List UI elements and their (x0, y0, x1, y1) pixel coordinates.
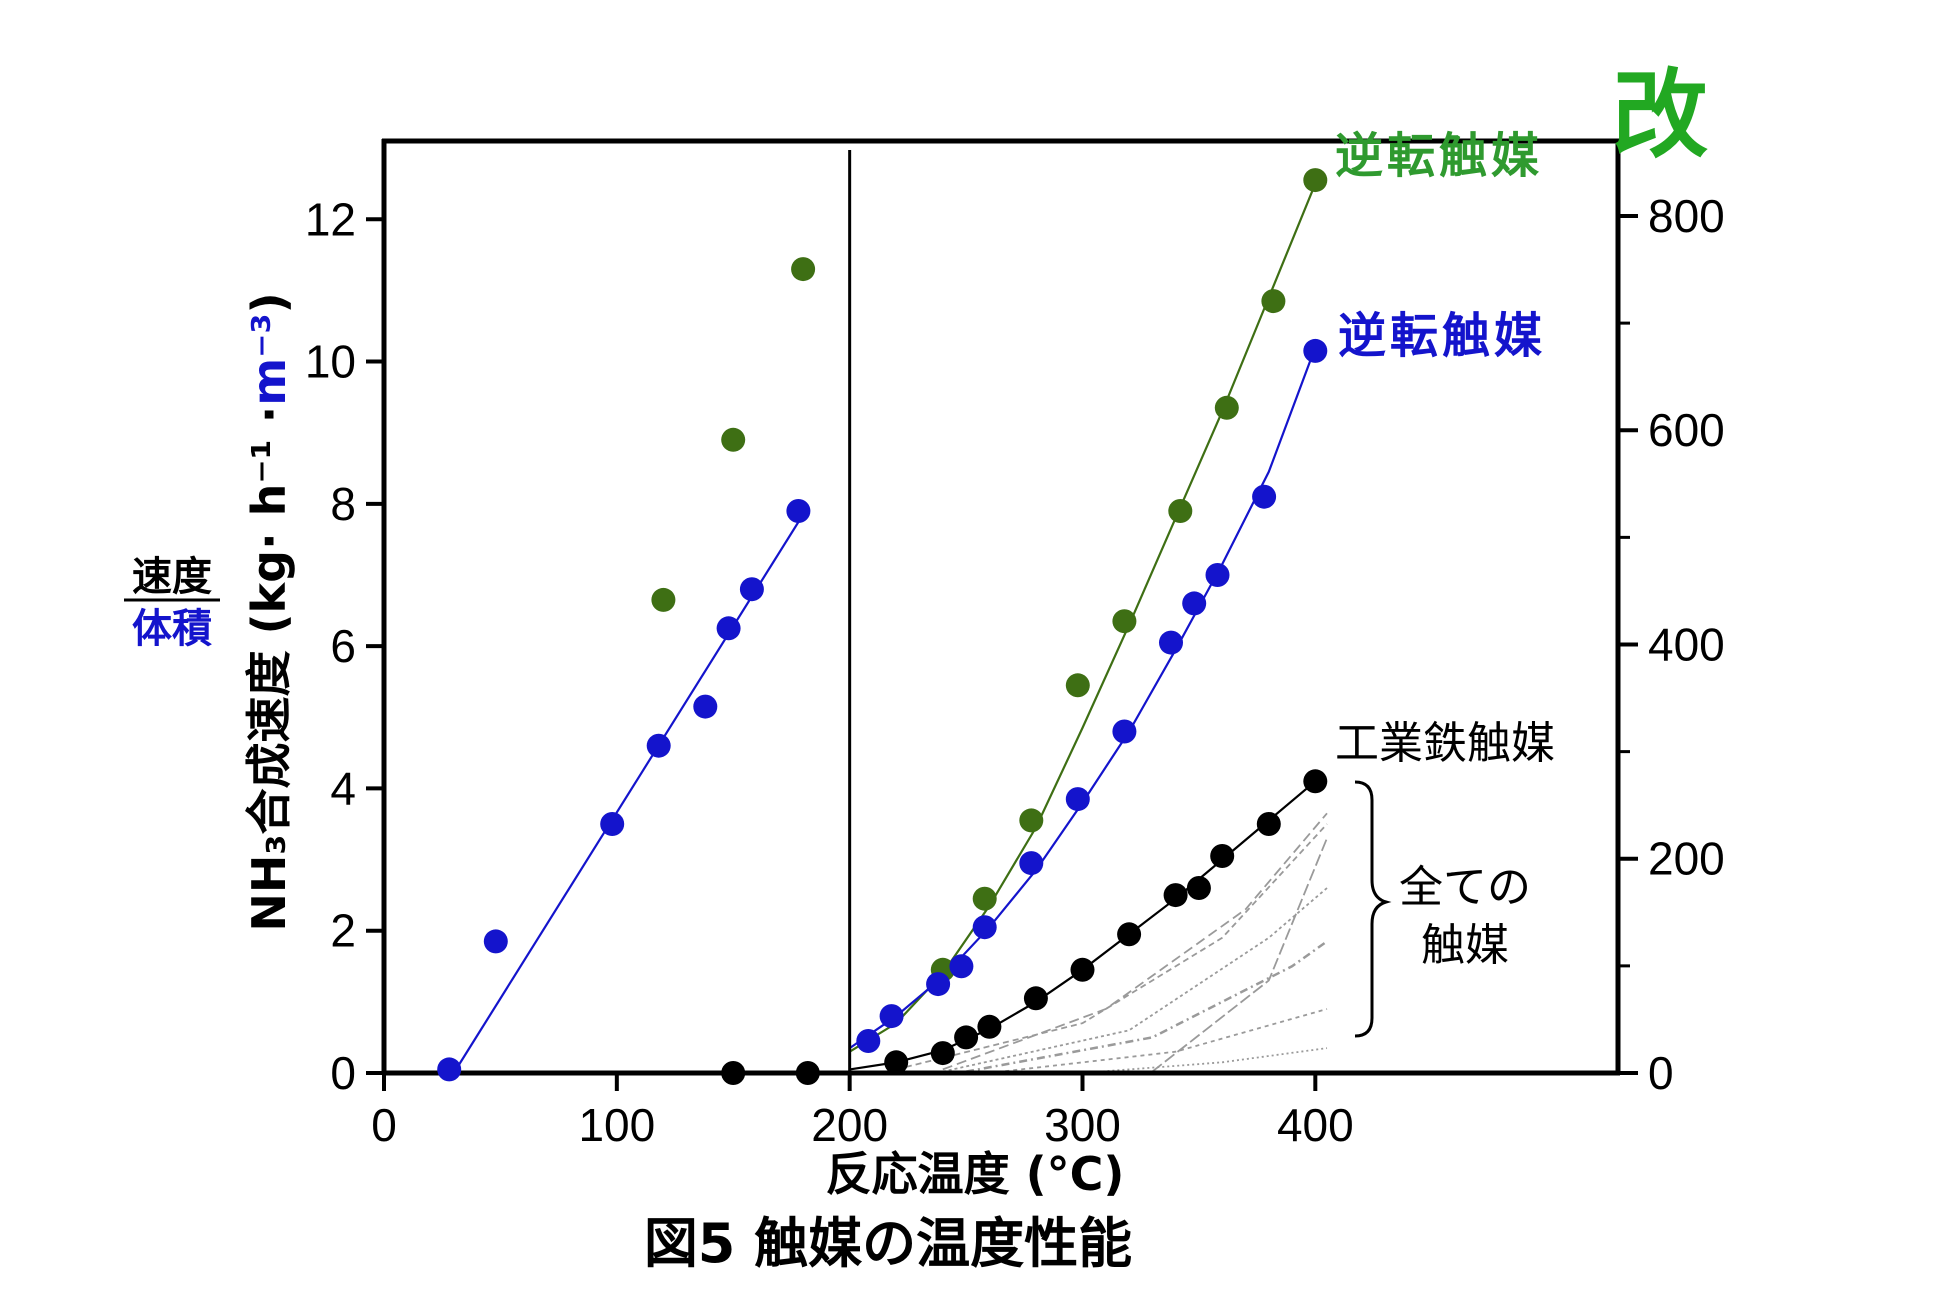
data-point (1168, 499, 1193, 523)
gray-catalyst-curve (1151, 837, 1328, 1073)
x-tick-label: 400 (1277, 1099, 1354, 1151)
gray-catalyst-curve (1082, 1047, 1328, 1074)
y-axis-title: NH₃合成速度 (kg· h⁻¹ ·m⁻³) (242, 292, 296, 931)
data-point (1117, 922, 1142, 947)
data-point (1303, 338, 1328, 363)
data-point (646, 733, 671, 758)
data-point (1261, 289, 1286, 314)
left-y-tick-label: 12 (305, 193, 356, 245)
x-axis-title: 反応温度 (°C) (826, 1147, 1125, 1201)
right-y-tick-label: 800 (1648, 190, 1725, 242)
figure-caption: 図5 触媒の温度性能 (644, 1212, 1132, 1275)
fit-line (849, 346, 1317, 1050)
data-point (1303, 769, 1328, 794)
right-y-tick-label: 0 (1648, 1047, 1674, 1099)
x-tick-label: 100 (578, 1099, 655, 1151)
data-point (1256, 812, 1281, 836)
data-point (1205, 563, 1230, 587)
brand-green-label: 逆転触媒 (1335, 128, 1543, 184)
data-point (930, 1041, 955, 1066)
x-ticks-group: 0 100 200 300 400 (371, 1073, 1354, 1151)
gray-catalyst-curve (942, 812, 1328, 1071)
brand-kai-label: 改 (1612, 58, 1708, 171)
data-point (972, 886, 997, 911)
data-point (972, 915, 997, 940)
all-catalysts-label-line2: 触媒 (1421, 920, 1509, 971)
data-point (1303, 168, 1328, 193)
data-point (1019, 808, 1044, 833)
data-point (1214, 395, 1239, 420)
left-y-tick-label: 10 (305, 336, 356, 388)
data-point (1112, 609, 1137, 634)
data-point (791, 257, 816, 282)
x-tick-label: 300 (1044, 1099, 1121, 1151)
data-point (884, 1050, 909, 1075)
data-point (1112, 719, 1137, 744)
fit-line (849, 780, 1317, 1071)
data-point (949, 954, 974, 979)
all-catalysts-label-line1: 全ての (1399, 862, 1531, 913)
data-point (786, 499, 811, 523)
data-point (1065, 787, 1090, 812)
data-point (1065, 673, 1090, 698)
left-y-tick-label: 0 (330, 1047, 356, 1099)
data-point (693, 694, 718, 719)
data-point (721, 1061, 746, 1085)
data-point (856, 1029, 881, 1053)
right-y-tick-label: 200 (1648, 833, 1725, 885)
data-point (721, 427, 746, 452)
x-tick-label: 200 (811, 1099, 888, 1151)
all-catalysts-brace (1354, 780, 1392, 1038)
gray-catalyst-curve (942, 887, 1328, 1073)
data-point (1210, 844, 1235, 868)
gray-catalyst-curve (895, 823, 1328, 1071)
left-y-ticks-group: 0 2 4 6 8 10 12 (305, 193, 384, 1099)
iron-catalyst-label: 工業鉄触媒 (1335, 718, 1555, 769)
fit-line (452, 513, 805, 1074)
gray-catalyst-curve (989, 1008, 1328, 1074)
data-point (600, 812, 625, 836)
fit-lines-group (452, 183, 1317, 1075)
points-group (437, 168, 1328, 1085)
data-point (1163, 883, 1188, 908)
right-y-ticks-group: 0 200 400 600 800 (1618, 190, 1725, 1099)
data-point (739, 577, 764, 602)
data-point (879, 1004, 904, 1029)
data-point (954, 1025, 979, 1050)
right-y-tick-label: 400 (1648, 618, 1725, 670)
data-point (1186, 876, 1211, 900)
data-point (926, 972, 951, 997)
data-point (1019, 851, 1044, 876)
data-point (795, 1061, 820, 1085)
data-point (651, 587, 676, 612)
left-y-tick-label: 8 (330, 478, 356, 530)
data-point (483, 929, 508, 954)
data-point (1070, 957, 1095, 982)
left-y-tick-label: 2 (330, 905, 356, 957)
gray-curves-group (895, 812, 1328, 1074)
data-point (437, 1057, 462, 1082)
right-y-tick-label: 600 (1648, 404, 1725, 456)
x-tick-label: 0 (371, 1099, 397, 1151)
left-y-tick-label: 4 (330, 762, 356, 814)
ratio-denominator: 体積 (132, 606, 212, 652)
data-point (977, 1014, 1002, 1039)
data-point (716, 616, 741, 641)
data-point (1159, 630, 1183, 655)
fit-line (849, 183, 1317, 1053)
gray-catalyst-curve (965, 940, 1328, 1073)
left-y-tick-label: 6 (330, 620, 356, 672)
ratio-numerator: 速度 (132, 554, 212, 600)
brand-blue-label: 逆転触媒 (1338, 308, 1546, 364)
data-point (1182, 591, 1207, 616)
data-point (1252, 484, 1277, 509)
data-point (1023, 986, 1048, 1011)
